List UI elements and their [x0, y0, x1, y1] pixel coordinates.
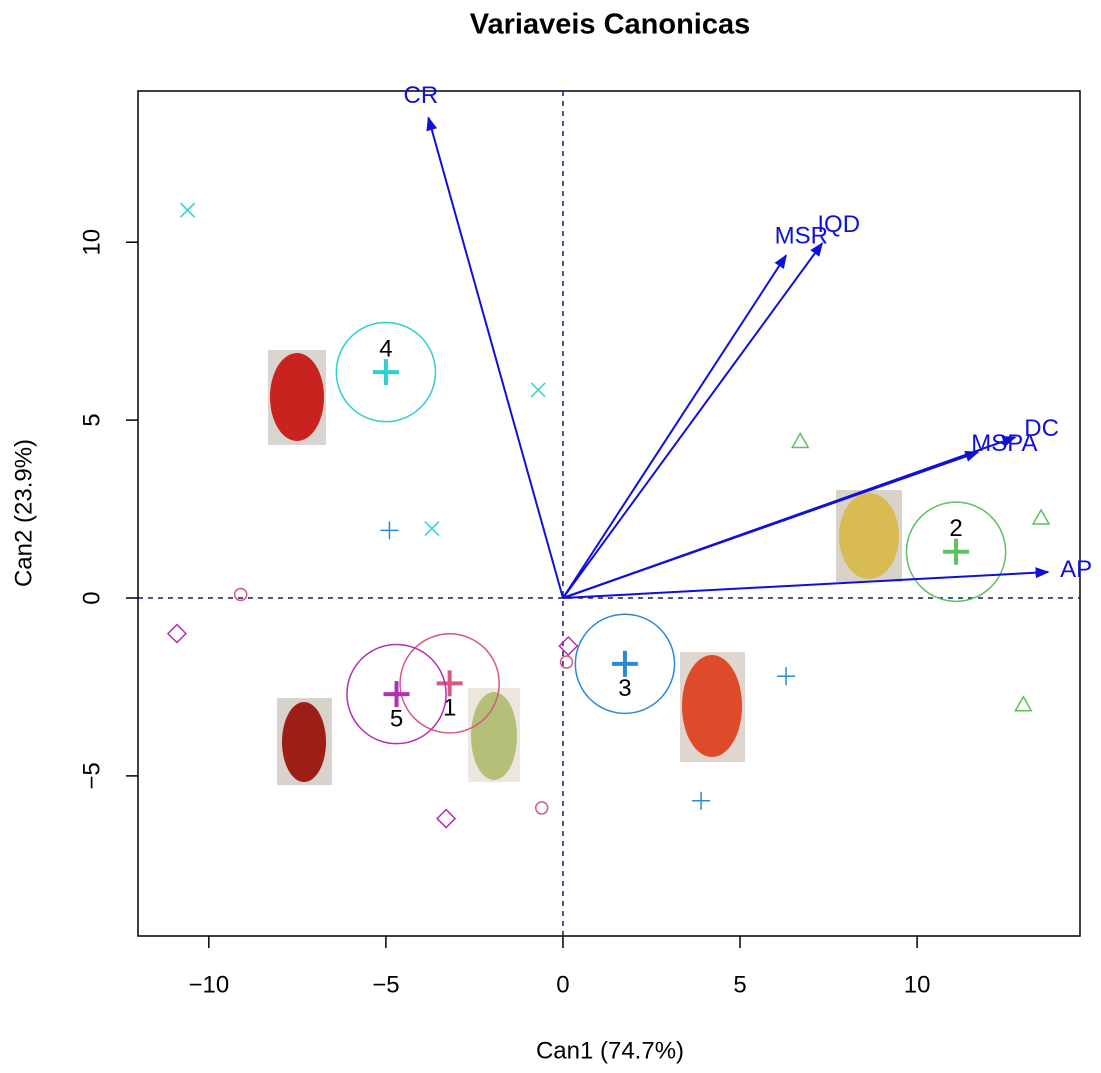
- vector-label: AP: [1060, 556, 1092, 583]
- y-tick-label: 0: [78, 591, 105, 604]
- vector-label: IQD: [817, 211, 860, 238]
- point: [531, 383, 545, 397]
- loading-vector: [563, 255, 786, 598]
- point: [777, 667, 795, 685]
- point: [1033, 510, 1049, 524]
- point: [536, 802, 548, 814]
- y-tick-label: 5: [78, 413, 105, 426]
- vector-label: MSPA: [971, 430, 1037, 457]
- group-center: [373, 359, 399, 385]
- fruit: [282, 702, 326, 782]
- point: [168, 625, 186, 643]
- y-tick-label: −5: [78, 762, 105, 789]
- x-tick-label: 5: [733, 971, 746, 998]
- loading-vector: [563, 452, 978, 598]
- chart: Variaveis Canonicas Can1 (74.7%) Can2 (2…: [0, 0, 1101, 1068]
- point: [437, 810, 455, 828]
- group-label: 5: [390, 705, 403, 732]
- point: [425, 522, 439, 536]
- page: {"chart_data": { "type": "scatter", "tit…: [0, 0, 1101, 1073]
- point: [181, 203, 195, 217]
- fruit: [839, 493, 899, 579]
- point: [692, 792, 710, 810]
- point: [1015, 697, 1031, 711]
- y-axis-label: Can2 (23.9%): [10, 439, 37, 587]
- point: [380, 521, 398, 539]
- group-label: 3: [618, 675, 631, 702]
- fruit: [270, 353, 324, 441]
- x-tick-label: −5: [372, 971, 399, 998]
- y-tick-label: 10: [78, 229, 105, 256]
- x-tick-label: 10: [904, 971, 931, 998]
- point: [792, 433, 808, 447]
- plot-frame: [138, 91, 1080, 936]
- group-label: 4: [379, 335, 392, 362]
- group-label: 1: [443, 695, 456, 722]
- loading-vector: [428, 118, 563, 598]
- group-center: [943, 539, 969, 565]
- x-tick-label: 0: [556, 971, 569, 998]
- chart-title: Variaveis Canonicas: [470, 9, 751, 41]
- loading-vector: [563, 572, 1048, 598]
- x-tick-label: −10: [188, 971, 229, 998]
- fruit: [682, 655, 742, 757]
- group-center: [384, 681, 410, 707]
- group-center: [437, 670, 463, 696]
- point: [559, 637, 577, 655]
- x-axis-label: Can1 (74.7%): [536, 1037, 684, 1064]
- loading-vector: [563, 243, 822, 598]
- group-label: 2: [949, 515, 962, 542]
- group-center: [612, 651, 638, 677]
- vector-label: CR: [404, 82, 439, 109]
